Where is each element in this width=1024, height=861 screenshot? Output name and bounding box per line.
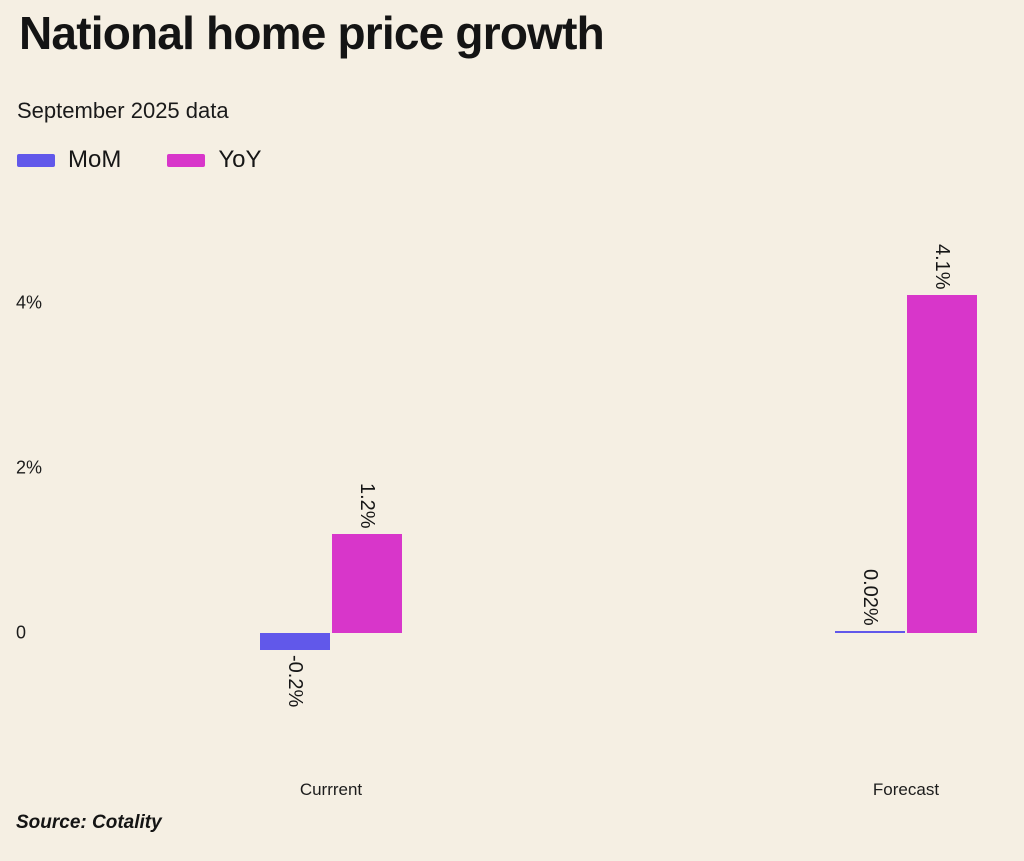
category-label: Currrent [299,780,363,799]
legend: MoM YoY [17,146,262,174]
chart-subtitle: September 2025 data [17,98,229,123]
bar-value-label: 0.02% [859,569,881,626]
bar-yoy-forecast [907,294,977,633]
legend-swatch-yoy [167,153,206,167]
legend-label: YoY [218,146,262,173]
y-axis-label: 2% [16,457,43,478]
y-axis-label: 4% [16,292,43,313]
bar-value-label: 4.1% [931,244,953,290]
source-note: Source: Cotality [16,812,162,833]
bar-yoy-currrent [332,534,402,633]
legend-item-yoy: YoY [167,146,262,174]
legend-item-mom: MoM [17,146,121,174]
bar-mom-forecast [835,631,905,633]
bar-chart: 4% 2% 0 -0.2% 1.2% Currrent 0.02% 4.1% Forecast [0,200,1024,800]
category-label: Forecast [872,780,940,799]
y-axis-label: 0 [16,622,27,643]
legend-swatch-mom [17,153,55,167]
bar-value-label: 1.2% [356,483,378,529]
bar-value-label: -0.2% [284,654,306,707]
bar-mom-currrent [260,633,330,650]
legend-label: MoM [68,146,122,173]
chart-title: National home price growth [19,7,605,59]
